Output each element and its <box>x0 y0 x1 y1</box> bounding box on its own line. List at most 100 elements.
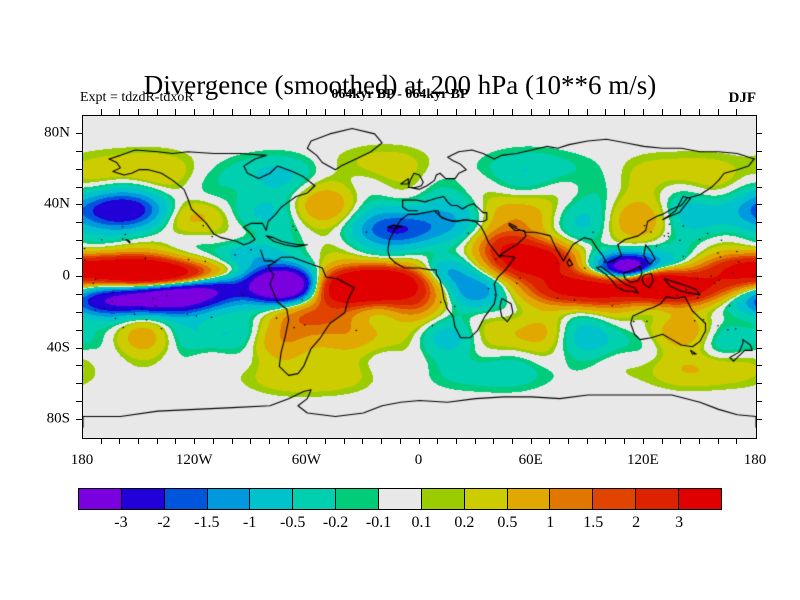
y-minor-tick <box>756 186 762 188</box>
x-minor-tick <box>100 438 102 444</box>
colorbar-band <box>464 489 508 509</box>
colorbar-tick-label: -3 <box>114 514 128 531</box>
colorbar-tick-label: -0.5 <box>279 514 306 531</box>
season-label: DJF <box>728 90 757 106</box>
x-minor-tick <box>138 109 140 115</box>
y-minor-tick <box>76 311 82 313</box>
colorbar-tick-label: 3 <box>675 514 684 531</box>
y-minor-tick <box>756 258 762 260</box>
colorbar-bands <box>78 488 722 510</box>
experiment-label: Expt = tdzdR-tdxoR <box>80 90 194 105</box>
colorbar-band <box>421 489 465 509</box>
colorbar-tick-label: 1.5 <box>583 514 604 531</box>
colorbar-band <box>336 489 380 509</box>
x-minor-tick <box>287 438 289 444</box>
colorbar-band <box>507 489 551 509</box>
x-minor-tick <box>568 109 570 115</box>
x-minor-tick <box>455 109 457 115</box>
y-minor-tick <box>756 419 762 421</box>
x-minor-tick <box>568 438 570 444</box>
x-minor-tick <box>511 438 513 444</box>
y-minor-tick <box>76 347 82 349</box>
x-minor-tick <box>306 109 308 115</box>
y-minor-tick <box>76 222 82 224</box>
x-minor-tick <box>362 438 364 444</box>
x-minor-tick <box>624 109 626 115</box>
x-minor-tick <box>212 438 214 444</box>
x-minor-tick <box>474 438 476 444</box>
x-tick-label: 120W <box>175 452 213 468</box>
colorbar-tick-label: -0.1 <box>365 514 392 531</box>
x-minor-tick <box>624 438 626 444</box>
y-tick-label: 80S <box>46 410 70 427</box>
x-minor-tick <box>642 438 644 444</box>
x-minor-tick <box>194 109 196 115</box>
x-minor-tick <box>156 109 158 115</box>
y-minor-tick <box>756 401 762 403</box>
x-minor-tick <box>474 109 476 115</box>
y-minor-tick <box>76 150 82 152</box>
x-minor-tick <box>231 438 233 444</box>
y-minor-tick <box>76 240 82 242</box>
x-minor-tick <box>399 109 401 115</box>
x-minor-tick <box>437 438 439 444</box>
colorbar-band <box>293 489 337 509</box>
x-minor-tick <box>736 109 738 115</box>
x-minor-tick <box>418 438 420 444</box>
y-minor-tick <box>756 168 762 170</box>
colorbar-band <box>79 489 122 509</box>
colorbar-tick-label: 0.2 <box>454 514 475 531</box>
y-minor-tick <box>756 293 762 295</box>
colorbar-band <box>250 489 294 509</box>
x-minor-tick <box>455 438 457 444</box>
colorbar-tick-label: 2 <box>632 514 641 531</box>
x-minor-tick <box>736 438 738 444</box>
x-tick-label: 60W <box>291 452 321 468</box>
x-minor-tick <box>194 438 196 444</box>
x-minor-tick <box>605 109 607 115</box>
x-minor-tick <box>549 438 551 444</box>
map-plot-area <box>82 115 757 439</box>
colorbar-band <box>164 489 208 509</box>
x-minor-tick <box>717 438 719 444</box>
y-minor-tick <box>756 132 762 134</box>
colorbar-tick-label: -1.5 <box>194 514 220 531</box>
x-minor-tick <box>530 109 532 115</box>
x-minor-tick <box>343 438 345 444</box>
colorbar-tick-label: 0.5 <box>497 514 518 531</box>
y-tick-label: 40N <box>44 195 70 212</box>
x-minor-tick <box>586 438 588 444</box>
y-minor-tick <box>756 150 762 152</box>
x-tick-label: 60E <box>518 452 543 468</box>
x-minor-tick <box>381 438 383 444</box>
y-minor-tick <box>756 240 762 242</box>
x-minor-tick <box>250 109 252 115</box>
x-minor-tick <box>343 109 345 115</box>
x-minor-tick <box>381 109 383 115</box>
x-minor-tick <box>325 438 327 444</box>
y-minor-tick <box>76 258 82 260</box>
y-minor-tick <box>76 204 82 206</box>
y-minor-tick <box>756 204 762 206</box>
x-minor-tick <box>138 438 140 444</box>
x-minor-tick <box>493 438 495 444</box>
x-minor-tick <box>530 438 532 444</box>
x-minor-tick <box>362 109 364 115</box>
x-minor-tick <box>325 109 327 115</box>
y-minor-tick <box>76 329 82 331</box>
y-minor-tick <box>76 383 82 385</box>
colorbar-tick-label: 1 <box>546 514 555 531</box>
colorbar-band <box>679 489 721 509</box>
y-minor-tick <box>756 276 762 277</box>
x-minor-tick <box>212 109 214 115</box>
colorbar-tick-label: -2 <box>157 514 171 531</box>
y-minor-tick <box>756 222 762 224</box>
y-minor-tick <box>756 365 762 367</box>
y-minor-tick <box>756 347 762 349</box>
x-minor-tick <box>156 438 158 444</box>
x-minor-tick <box>119 109 121 115</box>
x-minor-tick <box>175 438 177 444</box>
colorbar-band <box>207 489 251 509</box>
y-minor-tick <box>756 311 762 313</box>
